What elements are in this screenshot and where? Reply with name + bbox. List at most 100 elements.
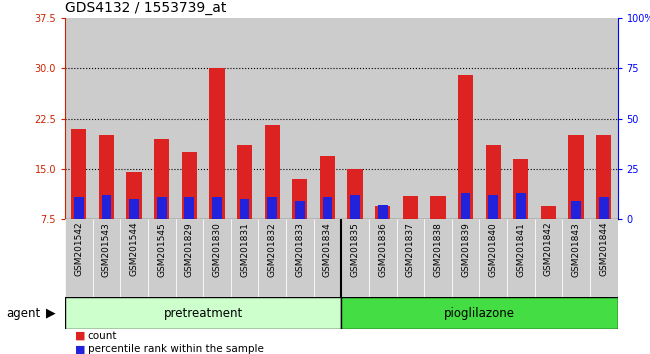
Bar — [562, 219, 590, 297]
Text: GSM201837: GSM201837 — [406, 222, 415, 277]
Text: GSM201831: GSM201831 — [240, 222, 249, 277]
Bar — [286, 219, 313, 297]
Bar — [534, 219, 562, 297]
Text: GSM201843: GSM201843 — [571, 222, 580, 276]
Bar — [541, 206, 556, 219]
Bar — [148, 18, 176, 219]
Bar — [461, 193, 471, 219]
Bar — [267, 197, 277, 219]
Bar — [452, 219, 480, 297]
Text: GSM201842: GSM201842 — [544, 222, 553, 276]
Text: GSM201830: GSM201830 — [213, 222, 222, 277]
Bar — [369, 219, 396, 297]
Text: GSM201835: GSM201835 — [350, 222, 359, 277]
Text: GDS4132 / 1553739_at: GDS4132 / 1553739_at — [65, 1, 226, 15]
Bar — [212, 197, 222, 219]
Bar — [295, 201, 305, 219]
Bar — [176, 219, 203, 297]
Bar — [424, 18, 452, 219]
Bar — [507, 18, 534, 219]
Bar — [120, 219, 148, 297]
Bar — [127, 172, 142, 219]
Bar — [507, 219, 534, 297]
Bar — [516, 193, 526, 219]
Bar — [313, 219, 341, 297]
Text: GSM201839: GSM201839 — [461, 222, 470, 277]
Bar — [259, 219, 286, 297]
Bar — [458, 75, 473, 219]
Bar — [259, 18, 286, 219]
Bar — [182, 152, 197, 219]
Text: GSM201832: GSM201832 — [268, 222, 277, 276]
Bar — [562, 18, 590, 219]
Bar — [350, 195, 360, 219]
Bar — [590, 18, 618, 219]
Bar — [396, 18, 424, 219]
Text: ■: ■ — [75, 331, 85, 341]
Bar — [231, 18, 259, 219]
Bar — [176, 18, 203, 219]
Text: GSM201838: GSM201838 — [434, 222, 443, 277]
Bar — [101, 195, 111, 219]
Bar — [99, 135, 114, 219]
Bar — [209, 68, 224, 219]
Bar — [154, 139, 169, 219]
Text: GSM201829: GSM201829 — [185, 222, 194, 276]
Bar — [320, 156, 335, 219]
Text: GSM201542: GSM201542 — [74, 222, 83, 276]
Text: GSM201543: GSM201543 — [102, 222, 111, 276]
Bar — [341, 297, 618, 329]
Bar — [265, 125, 279, 219]
Text: ■: ■ — [75, 344, 85, 354]
Text: GSM201844: GSM201844 — [599, 222, 608, 276]
Bar — [396, 219, 424, 297]
Bar — [92, 219, 120, 297]
Text: GSM201833: GSM201833 — [295, 222, 304, 277]
Text: GSM201545: GSM201545 — [157, 222, 166, 276]
Bar — [452, 18, 480, 219]
Bar — [375, 206, 390, 219]
Bar — [231, 219, 259, 297]
Text: GSM201841: GSM201841 — [516, 222, 525, 276]
Bar — [480, 18, 507, 219]
Bar — [378, 205, 387, 219]
Text: pretreatment: pretreatment — [164, 307, 242, 320]
Bar — [403, 196, 418, 219]
Bar — [240, 199, 250, 219]
Bar — [203, 18, 231, 219]
Text: percentile rank within the sample: percentile rank within the sample — [88, 344, 264, 354]
Bar — [65, 219, 92, 297]
Bar — [596, 135, 611, 219]
Bar — [65, 18, 92, 219]
Bar — [72, 129, 86, 219]
Bar — [286, 18, 313, 219]
Bar — [488, 195, 498, 219]
Bar — [571, 201, 581, 219]
Bar — [341, 219, 369, 297]
Bar — [65, 297, 341, 329]
Bar — [348, 169, 363, 219]
Bar — [480, 219, 507, 297]
Bar — [590, 219, 618, 297]
Bar — [237, 145, 252, 219]
Text: GSM201834: GSM201834 — [323, 222, 332, 276]
Bar — [74, 197, 84, 219]
Bar — [430, 196, 445, 219]
Text: ▶: ▶ — [46, 307, 55, 320]
Text: GSM201544: GSM201544 — [129, 222, 138, 276]
Bar — [313, 18, 341, 219]
Text: count: count — [88, 331, 117, 341]
Bar — [514, 159, 528, 219]
Bar — [569, 135, 584, 219]
Bar — [185, 197, 194, 219]
Bar — [129, 199, 139, 219]
Bar — [203, 219, 231, 297]
Bar — [292, 179, 307, 219]
Bar — [424, 219, 452, 297]
Bar — [92, 18, 120, 219]
Bar — [369, 18, 396, 219]
Bar — [157, 197, 166, 219]
Bar — [486, 145, 500, 219]
Text: GSM201836: GSM201836 — [378, 222, 387, 277]
Bar — [599, 197, 608, 219]
